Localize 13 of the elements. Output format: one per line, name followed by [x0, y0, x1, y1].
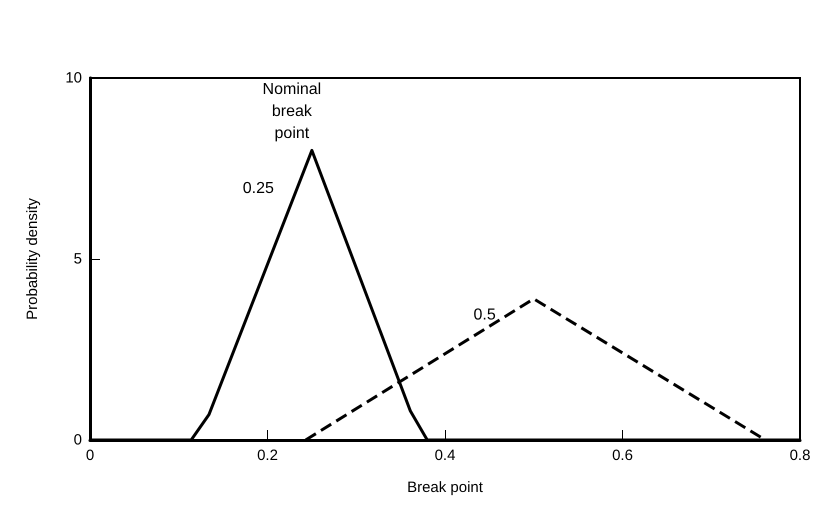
y-tick-label: 0 [74, 432, 82, 448]
y-axis-title: Probability density [24, 198, 41, 320]
y-tick-label: 5 [74, 250, 82, 268]
x-tick-label: 0.2 [257, 447, 278, 464]
legend-title: Nominal break point [262, 80, 322, 142]
x-tick-label: 0 [86, 447, 94, 464]
series-label: 0.25 [242, 180, 274, 197]
y-tick-label: 10 [65, 70, 82, 86]
x-tick-label: 0.8 [790, 447, 810, 464]
series-label: 0.5 [474, 306, 496, 324]
x-tick-label: 0.4 [434, 447, 456, 464]
x-axis-title: Break point [407, 479, 484, 496]
x-tick-label: 0.6 [612, 447, 633, 464]
